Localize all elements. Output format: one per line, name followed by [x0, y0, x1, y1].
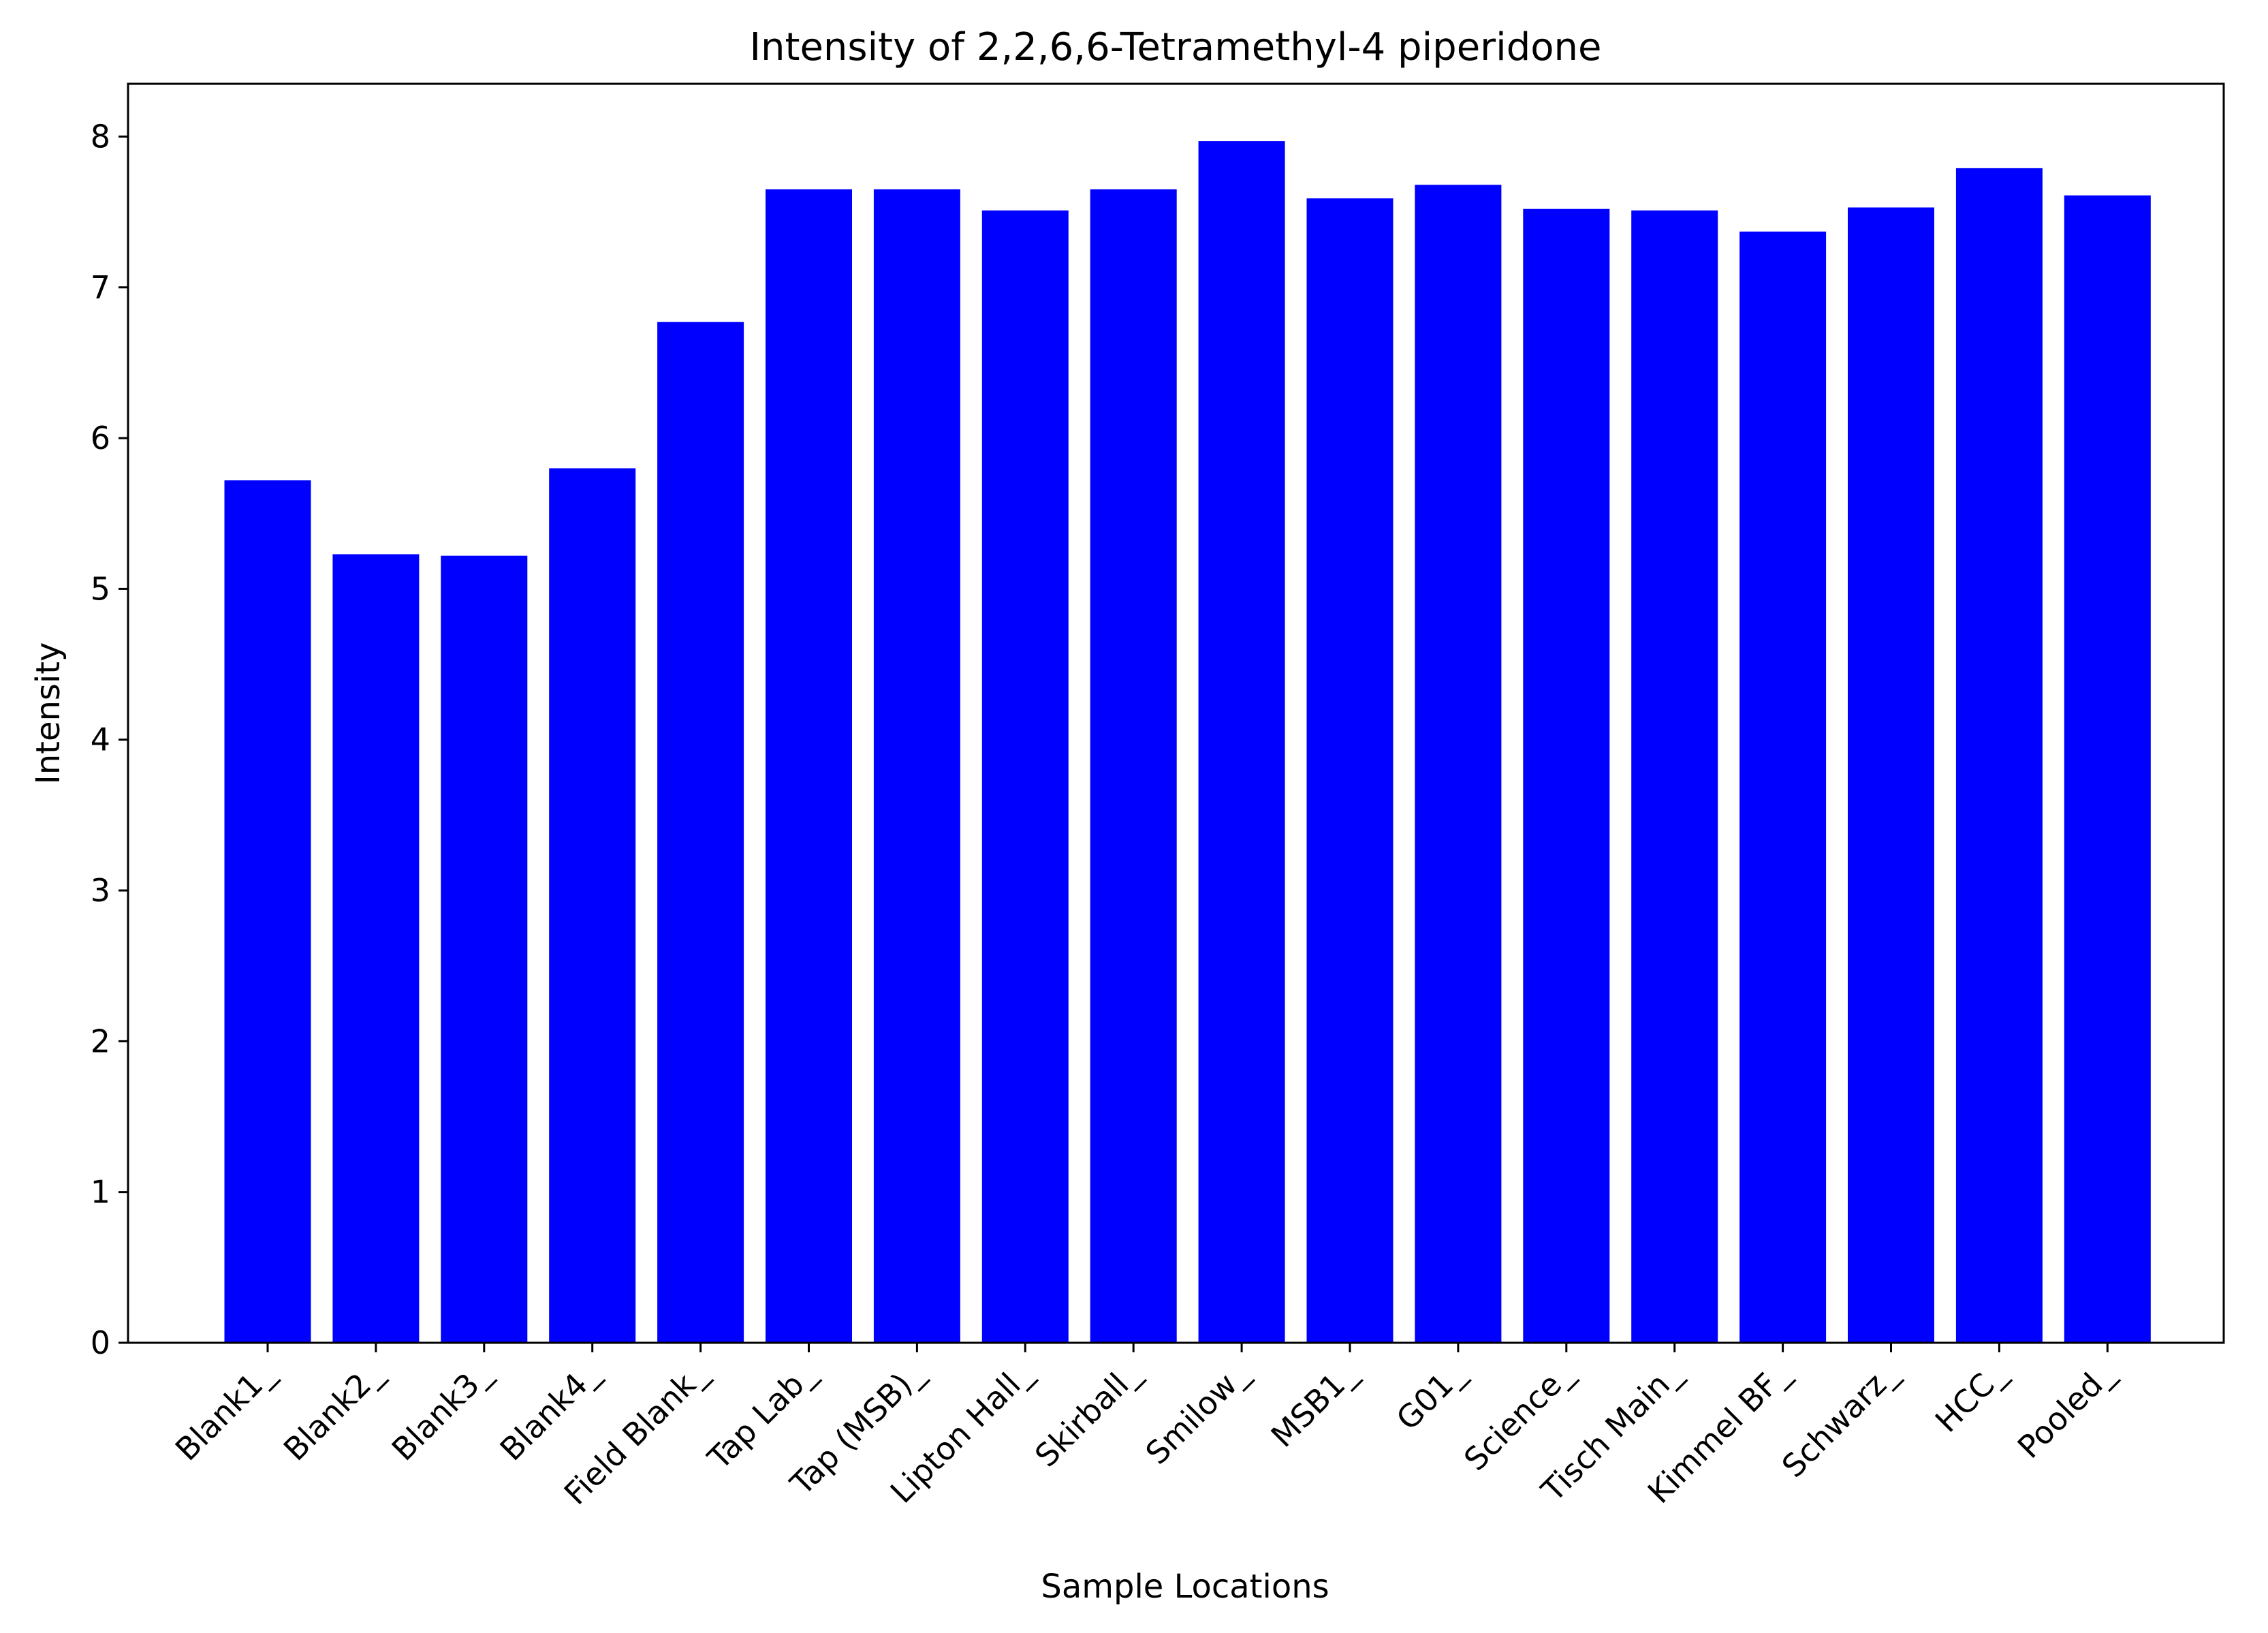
y-tick-label: 0 [91, 1324, 110, 1361]
y-axis-label: Intensity [29, 642, 67, 785]
bars-layer [224, 141, 2151, 1343]
bar [441, 555, 528, 1343]
y-tick-label: 6 [91, 420, 110, 456]
bar [873, 189, 960, 1343]
bar [766, 189, 852, 1343]
y-tick-label: 5 [91, 570, 110, 607]
y-tick-label: 4 [91, 721, 110, 758]
bar [1306, 198, 1393, 1343]
y-tick-label: 2 [91, 1023, 110, 1059]
bar [2064, 195, 2151, 1343]
chart-title: Intensity of 2,2,6,6-Tetramethyl-4 piper… [750, 25, 1602, 69]
bar [549, 468, 636, 1343]
x-axis-label: Sample Locations [1041, 1568, 1329, 1606]
bar [1631, 210, 1718, 1343]
y-tick-label: 3 [91, 872, 110, 909]
bar [1523, 208, 1610, 1343]
bar [1415, 185, 1502, 1343]
bar [332, 554, 420, 1343]
plot-frame [127, 82, 2225, 1344]
y-tick-label: 7 [91, 269, 110, 306]
bar [1090, 189, 1177, 1343]
bar [1955, 168, 2043, 1343]
y-tick-label: 8 [91, 118, 110, 155]
bar [981, 210, 1069, 1343]
y-axis: 0 1 2 3 4 5 6 7 8 [91, 118, 128, 1361]
y-tick-label: 1 [91, 1174, 110, 1211]
bar [1198, 141, 1285, 1343]
bar [224, 480, 311, 1343]
bar [1848, 207, 1934, 1343]
bar [1739, 231, 1827, 1343]
bar [657, 322, 744, 1343]
